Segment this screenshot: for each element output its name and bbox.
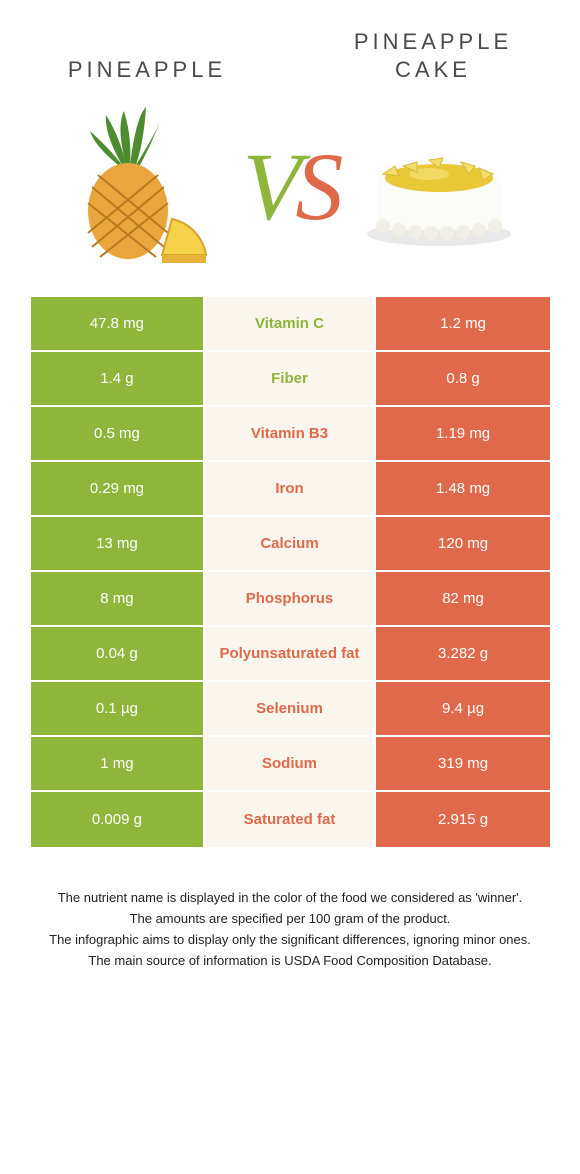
table-row: 0.1 µgSelenium9.4 µg (31, 682, 550, 737)
cell-left-value: 47.8 mg (31, 297, 205, 350)
cell-right-value: 319 mg (376, 737, 550, 790)
cell-nutrient-name: Selenium (205, 682, 376, 735)
table-row: 0.5 mgVitamin B31.19 mg (31, 407, 550, 462)
table-row: 0.009 gSaturated fat2.915 g (31, 792, 550, 847)
cell-left-value: 0.1 µg (31, 682, 205, 735)
vs-label: VS (243, 139, 338, 235)
cell-nutrient-name: Polyunsaturated fat (205, 627, 376, 680)
cell-left-value: 0.04 g (31, 627, 205, 680)
header-row: PINEAPPLE PINEAPPLE CAKE (0, 0, 580, 97)
cell-left-value: 0.009 g (31, 792, 205, 847)
cell-nutrient-name: Vitamin B3 (205, 407, 376, 460)
cell-nutrient-name: Calcium (205, 517, 376, 570)
cell-left-value: 1 mg (31, 737, 205, 790)
cell-right-value: 2.915 g (376, 792, 550, 847)
cell-right-value: 120 mg (376, 517, 550, 570)
infographic-page: PINEAPPLE PINEAPPLE CAKE (0, 0, 580, 970)
footnote-line: The amounts are specified per 100 gram o… (30, 910, 550, 929)
cell-left-value: 1.4 g (31, 352, 205, 405)
title-right: PINEAPPLE CAKE (316, 28, 550, 83)
cell-right-value: 1.48 mg (376, 462, 550, 515)
vs-letter-v: V (243, 139, 296, 235)
cell-left-value: 0.29 mg (31, 462, 205, 515)
table-row: 47.8 mgVitamin C1.2 mg (31, 297, 550, 352)
cake-illustration (359, 107, 519, 267)
cell-nutrient-name: Fiber (205, 352, 376, 405)
cell-right-value: 1.19 mg (376, 407, 550, 460)
cell-right-value: 1.2 mg (376, 297, 550, 350)
cell-right-value: 9.4 µg (376, 682, 550, 735)
cell-right-value: 3.282 g (376, 627, 550, 680)
cell-nutrient-name: Iron (205, 462, 376, 515)
footnotes: The nutrient name is displayed in the co… (30, 889, 550, 970)
cell-left-value: 0.5 mg (31, 407, 205, 460)
cell-left-value: 8 mg (31, 572, 205, 625)
footnote-line: The nutrient name is displayed in the co… (30, 889, 550, 908)
cell-nutrient-name: Phosphorus (205, 572, 376, 625)
table-row: 0.04 gPolyunsaturated fat3.282 g (31, 627, 550, 682)
hero-row: VS (0, 97, 580, 297)
footnote-line: The main source of information is USDA F… (30, 952, 550, 971)
footnote-line: The infographic aims to display only the… (30, 931, 550, 950)
cell-right-value: 82 mg (376, 572, 550, 625)
table-row: 1.4 gFiber0.8 g (31, 352, 550, 407)
table-row: 8 mgPhosphorus82 mg (31, 572, 550, 627)
title-left: PINEAPPLE (30, 56, 264, 84)
table-row: 1 mgSodium319 mg (31, 737, 550, 792)
pineapple-illustration (61, 107, 221, 267)
table-row: 0.29 mgIron1.48 mg (31, 462, 550, 517)
cell-right-value: 0.8 g (376, 352, 550, 405)
vs-letter-s: S (295, 139, 337, 235)
cell-left-value: 13 mg (31, 517, 205, 570)
table-row: 13 mgCalcium120 mg (31, 517, 550, 572)
nutrient-table: 47.8 mgVitamin C1.2 mg1.4 gFiber0.8 g0.5… (30, 297, 550, 847)
cell-nutrient-name: Saturated fat (205, 792, 376, 847)
cell-nutrient-name: Vitamin C (205, 297, 376, 350)
cell-nutrient-name: Sodium (205, 737, 376, 790)
